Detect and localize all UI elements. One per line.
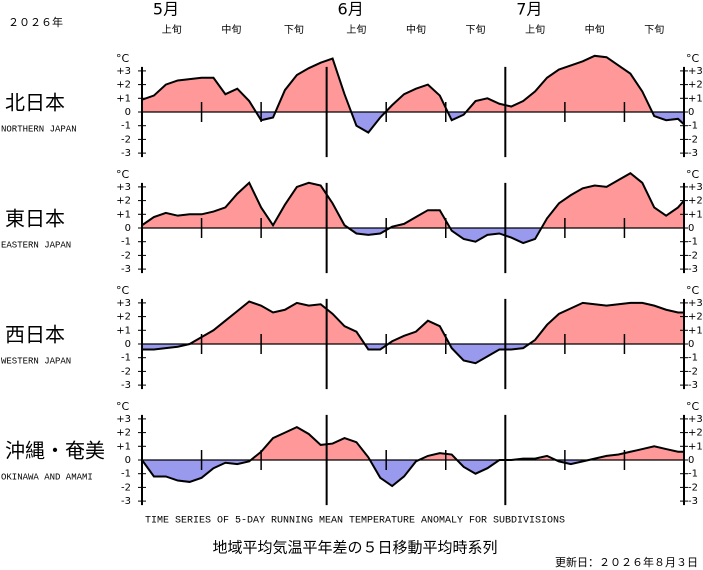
area-positive — [142, 55, 684, 112]
y-tick-label: -3 — [121, 264, 131, 275]
unit-label: °C — [686, 168, 700, 181]
y-tick-label-right: 0 — [688, 223, 694, 234]
y-tick-label: +3 — [116, 182, 131, 193]
area-positive — [142, 173, 684, 228]
y-tick-label: -1 — [121, 469, 131, 480]
y-tick-label: -1 — [121, 353, 131, 364]
y-tick-label-right: +2 — [688, 312, 703, 323]
unit-label: °C — [116, 168, 130, 181]
y-tick-label-right: -3 — [688, 148, 698, 159]
area-positive — [142, 427, 684, 460]
dekad-label: 下旬 — [284, 23, 304, 36]
dekad-label: 中旬 — [585, 23, 605, 36]
panel-subtitle: OKINAWA AND AMAMI — [1, 472, 93, 482]
y-tick-label-right: +2 — [688, 428, 703, 439]
dekad-label: 上旬 — [162, 23, 182, 36]
y-tick-label: +2 — [116, 80, 131, 91]
y-tick-label: +3 — [116, 414, 131, 425]
y-tick-label: +1 — [116, 325, 131, 336]
y-tick-label: 0 — [125, 455, 131, 466]
y-tick-label-right: -1 — [688, 237, 698, 248]
y-tick-label-right: +1 — [688, 93, 703, 104]
y-tick-label-right: -3 — [688, 380, 698, 391]
anomaly-line — [142, 300, 684, 365]
y-tick-label-right: -2 — [688, 482, 698, 493]
anomaly-line — [141, 425, 684, 488]
month-label: 7月 — [516, 0, 542, 19]
y-tick-label: +3 — [116, 66, 131, 77]
panel-subtitle: EASTERN JAPAN — [1, 240, 71, 250]
y-tick-label-right: +3 — [688, 414, 703, 425]
panel-title: 西日本 — [5, 323, 65, 347]
dekad-label: 上旬 — [346, 23, 366, 36]
area-negative — [142, 460, 684, 487]
y-tick-label-right: -3 — [688, 496, 698, 507]
unit-label: °C — [686, 52, 700, 65]
y-tick-label-right: 0 — [688, 455, 694, 466]
y-tick-label: +3 — [116, 298, 131, 309]
y-tick-label: +1 — [116, 209, 131, 220]
y-tick-label-right: -1 — [688, 469, 698, 480]
y-tick-label: 0 — [125, 107, 131, 118]
panel-title: 東日本 — [5, 207, 65, 231]
y-tick-label-right: 0 — [688, 339, 694, 350]
y-tick-label: 0 — [125, 339, 131, 350]
y-tick-label-right: +3 — [688, 182, 703, 193]
y-tick-label-right: +3 — [688, 66, 703, 77]
y-tick-label-right: -1 — [688, 353, 698, 364]
month-label: 5月 — [153, 0, 179, 19]
y-tick-label-right: +1 — [688, 209, 703, 220]
y-tick-label: +1 — [116, 93, 131, 104]
dekad-label: 上旬 — [525, 23, 545, 36]
caption: TIME SERIES OF 5-DAY RUNNING MEAN TEMPER… — [145, 516, 565, 527]
y-tick-label: -2 — [121, 134, 131, 145]
y-tick-label-right: -3 — [688, 264, 698, 275]
panel-title: 沖縄・奄美 — [5, 439, 105, 463]
y-tick-label-right: +1 — [688, 441, 703, 452]
y-tick-label-right: -2 — [688, 250, 698, 261]
y-tick-label-right: -2 — [688, 366, 698, 377]
updated-date: 更新日：２０２６年８月３日 — [555, 555, 698, 569]
unit-label: °C — [116, 400, 130, 413]
anomaly-line — [141, 54, 685, 134]
y-tick-label: +2 — [116, 196, 131, 207]
y-tick-label-right: -2 — [688, 134, 698, 145]
y-tick-label: -1 — [121, 121, 131, 132]
y-tick-label: +1 — [116, 441, 131, 452]
dekad-label: 中旬 — [221, 23, 241, 36]
dekad-label: 中旬 — [406, 23, 426, 36]
anomaly-line — [141, 171, 685, 245]
unit-label: °C — [686, 400, 700, 413]
y-tick-label-right: +1 — [688, 325, 703, 336]
y-tick-label: -2 — [121, 250, 131, 261]
y-tick-label: -2 — [121, 482, 131, 493]
y-tick-label-right: -1 — [688, 121, 698, 132]
y-tick-label: +2 — [116, 312, 131, 323]
y-tick-label-right: +3 — [688, 298, 703, 309]
y-tick-label: -3 — [121, 496, 131, 507]
y-tick-label: -1 — [121, 237, 131, 248]
y-tick-label-right: 0 — [688, 107, 694, 118]
panel-subtitle: NORTHERN JAPAN — [1, 124, 77, 134]
footer-title: 地域平均気温平年差の５日移動平均時系列 — [212, 539, 497, 557]
dekad-label: 下旬 — [466, 23, 486, 36]
y-tick-label-right: +2 — [688, 196, 703, 207]
year-label: ２０２６年 — [8, 15, 63, 29]
unit-label: °C — [116, 284, 130, 297]
panel-subtitle: WESTERN JAPAN — [1, 356, 71, 366]
unit-label: °C — [686, 284, 700, 297]
dekad-label: 下旬 — [644, 23, 664, 36]
month-label: 6月 — [338, 0, 364, 19]
y-tick-label: 0 — [125, 223, 131, 234]
y-tick-label-right: +2 — [688, 80, 703, 91]
unit-label: °C — [116, 52, 130, 65]
y-tick-label: -3 — [121, 380, 131, 391]
y-tick-label: -2 — [121, 366, 131, 377]
y-tick-label: -3 — [121, 148, 131, 159]
y-tick-label: +2 — [116, 428, 131, 439]
panel-title: 北日本 — [5, 91, 65, 115]
